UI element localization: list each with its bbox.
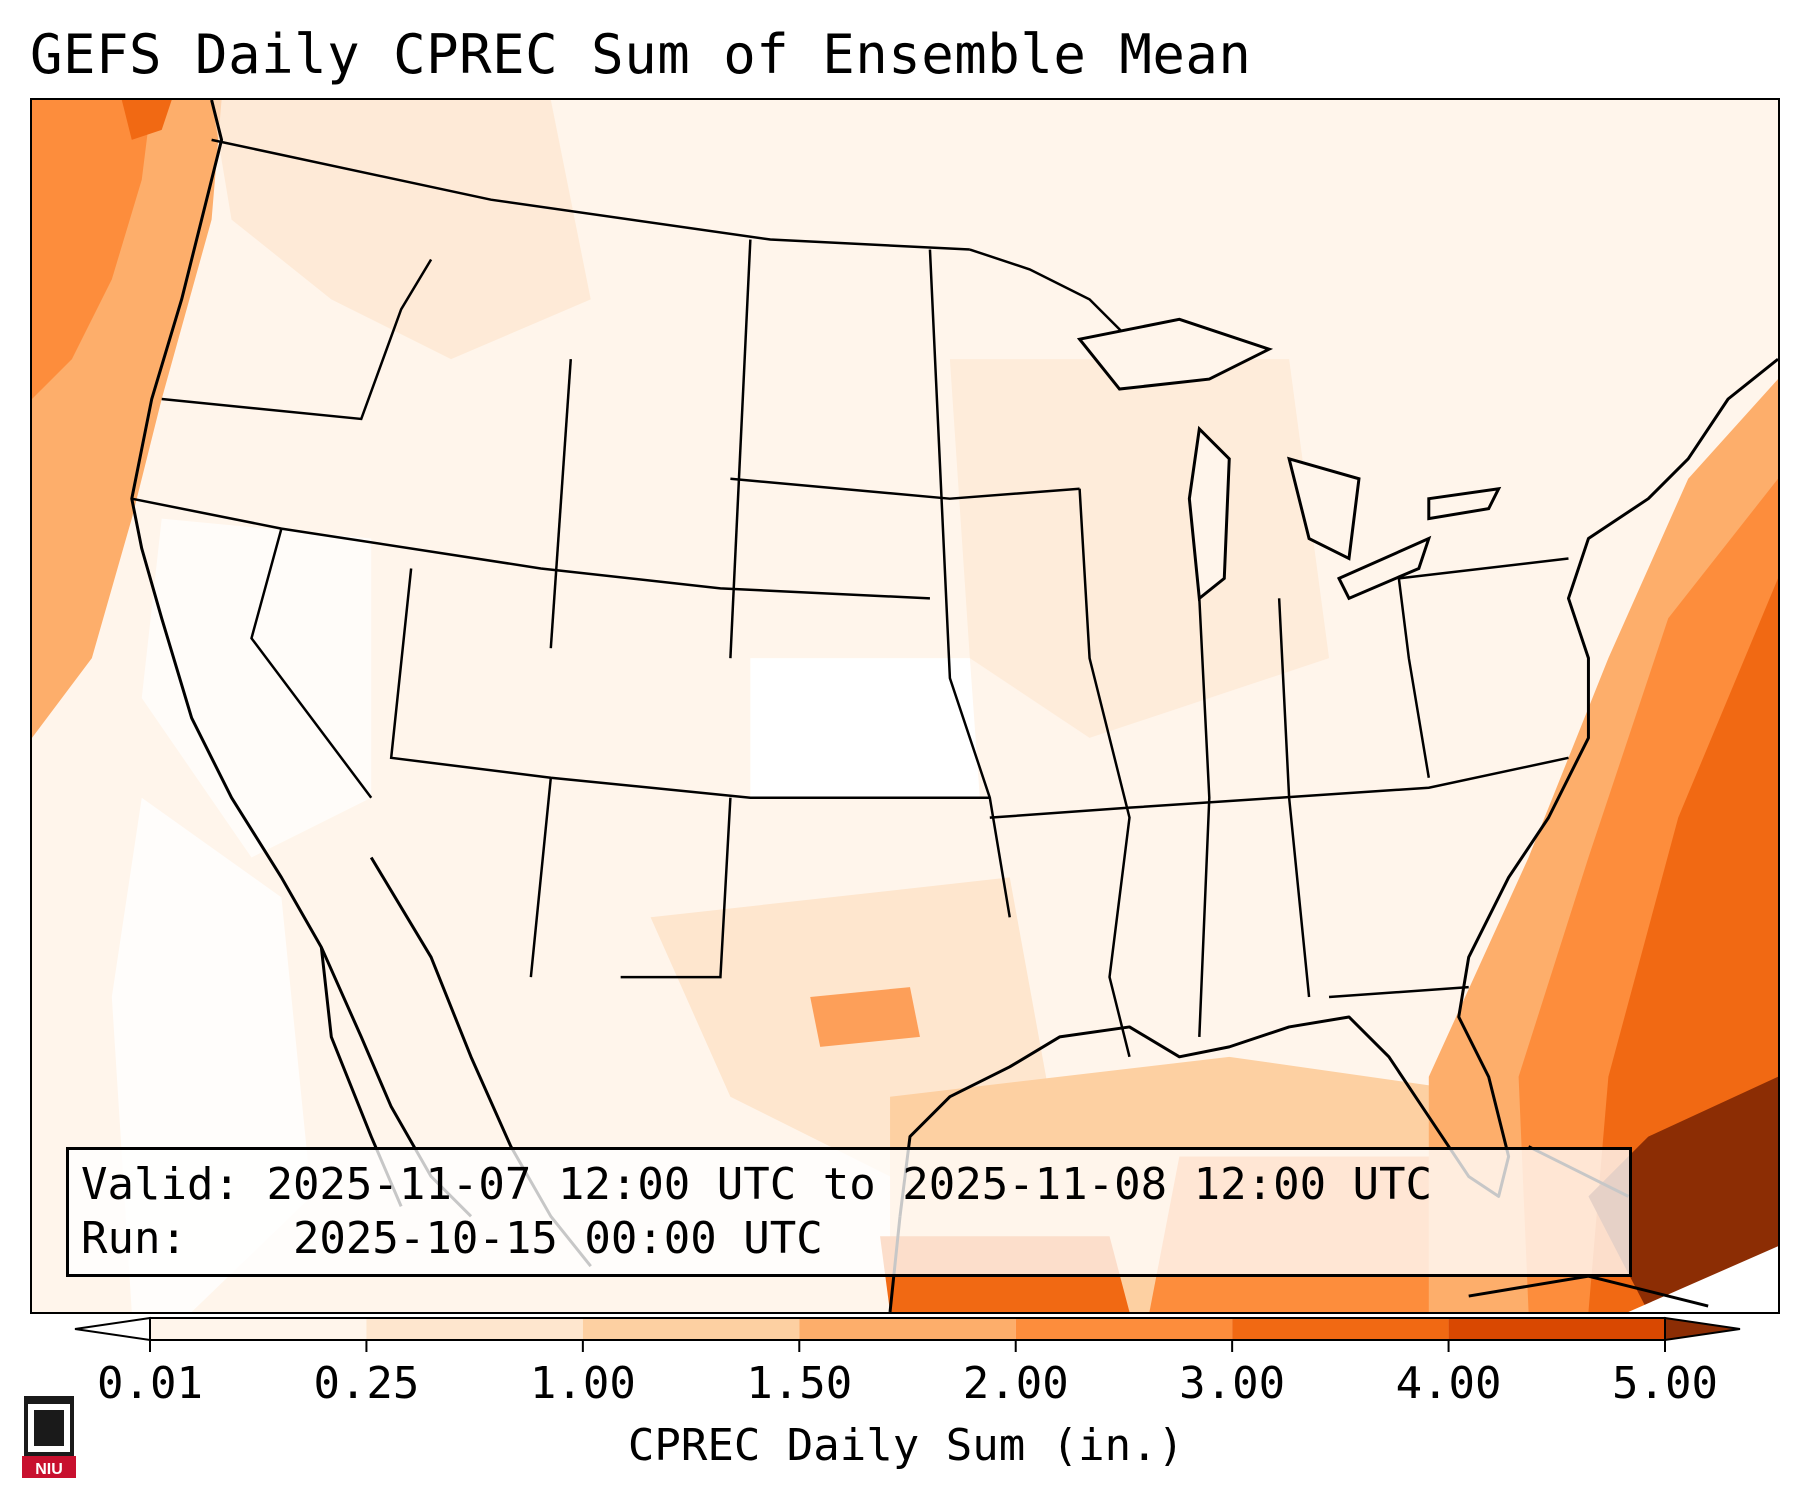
colorbar-extend-high — [1664, 1316, 1741, 1342]
border-tn-nc — [989, 756, 1569, 819]
border-az-nm — [529, 777, 553, 978]
colorbar-segment — [1232, 1318, 1449, 1340]
map-panel — [30, 98, 1780, 1314]
precip-caribbean-max — [1588, 1076, 1778, 1312]
lake-erie — [1336, 535, 1432, 601]
logo-tower-inner — [34, 1410, 64, 1446]
colorbar-ticks — [149, 1340, 1666, 1352]
colorbar-tick-label: 1.50 — [746, 1358, 853, 1409]
great-lakes — [1076, 317, 1502, 602]
logo-red-band — [22, 1456, 76, 1478]
border-nv — [250, 528, 373, 799]
precip-pacific-core — [32, 100, 152, 400]
run-label: Run: — [81, 1213, 187, 1264]
colorbar-tick-label: 2.00 — [962, 1358, 1069, 1409]
border-oh-ga — [1277, 598, 1311, 998]
valid-value: 2025-11-07 12:00 UTC to 2025-11-08 12:00… — [266, 1159, 1433, 1210]
state-borders — [131, 138, 1569, 1058]
precipitation-map — [32, 100, 1778, 1312]
colorbar-tick-label: 5.00 — [1612, 1358, 1718, 1409]
border-il-in-al — [1198, 598, 1211, 1037]
border-mn-ia-ks-ok — [928, 249, 1011, 918]
lake-ontario — [1427, 486, 1502, 521]
lake-huron — [1287, 456, 1361, 561]
precip-northwest-patch — [211, 100, 591, 360]
border-nm-tx — [620, 797, 732, 979]
border-pa-va — [1397, 578, 1431, 778]
colorbar-segment — [799, 1318, 1016, 1340]
colorbar-tick-label: 0.25 — [313, 1358, 420, 1409]
border-sd-ne — [730, 477, 1080, 500]
border-wy-west — [549, 359, 573, 649]
colorbar-segment — [150, 1318, 367, 1340]
colorbar-border — [149, 1317, 1666, 1341]
border-fl-ga — [1328, 985, 1469, 999]
colorbar-tick-label: 1.00 — [529, 1358, 636, 1409]
colorbar-segment — [1015, 1318, 1233, 1340]
colorbar — [74, 1316, 1741, 1352]
precip-midwest — [949, 359, 1330, 738]
valid-label: Valid: — [81, 1159, 240, 1210]
colorbar-segment — [582, 1318, 800, 1340]
border-or-wa — [161, 258, 433, 421]
valid-run-info-box: Valid: 2025-11-07 12:00 UTC to 2025-11-0… — [66, 1147, 1632, 1277]
colorbar-label: CPREC Daily Sum (in.) — [627, 1420, 1185, 1471]
border-canada-west — [211, 138, 970, 251]
colorbar-tick-label: 3.00 — [1179, 1358, 1286, 1409]
border-wy-east — [729, 239, 752, 659]
colorbar-segments — [74, 1316, 1741, 1342]
border-mississippi — [1078, 488, 1131, 1058]
logo-text: NIU — [35, 1461, 63, 1478]
precip-pacific-max — [121, 100, 172, 140]
colorbar-segment — [1448, 1318, 1665, 1340]
lake-superior — [1076, 317, 1274, 391]
colorbar-tick-label: 0.01 — [97, 1358, 203, 1409]
colorbar-segment — [366, 1318, 583, 1340]
lake-michigan — [1187, 425, 1231, 602]
border-north-tier — [131, 497, 931, 600]
run-value: 2025-10-15 00:00 UTC — [292, 1213, 823, 1264]
border-pa-ny — [1398, 557, 1569, 580]
run-line: Run: 2025-10-15 00:00 UTC — [81, 1212, 1617, 1266]
west-coast — [130, 100, 473, 1218]
niu-logo: NIU — [22, 1396, 76, 1478]
border-canada-mn — [969, 248, 1131, 341]
map-title: GEFS Daily CPREC Sum of Ensemble Mean — [30, 23, 1252, 86]
precip-texas-max — [810, 987, 920, 1047]
precip-nevada-dry — [141, 518, 372, 858]
valid-line: Valid: 2025-11-07 12:00 UTC to 2025-11-0… — [81, 1158, 1617, 1212]
colorbar-tick-label: 4.00 — [1395, 1358, 1502, 1409]
colorbar-extend-low — [74, 1316, 151, 1342]
precip-kansas-dry — [750, 658, 980, 798]
